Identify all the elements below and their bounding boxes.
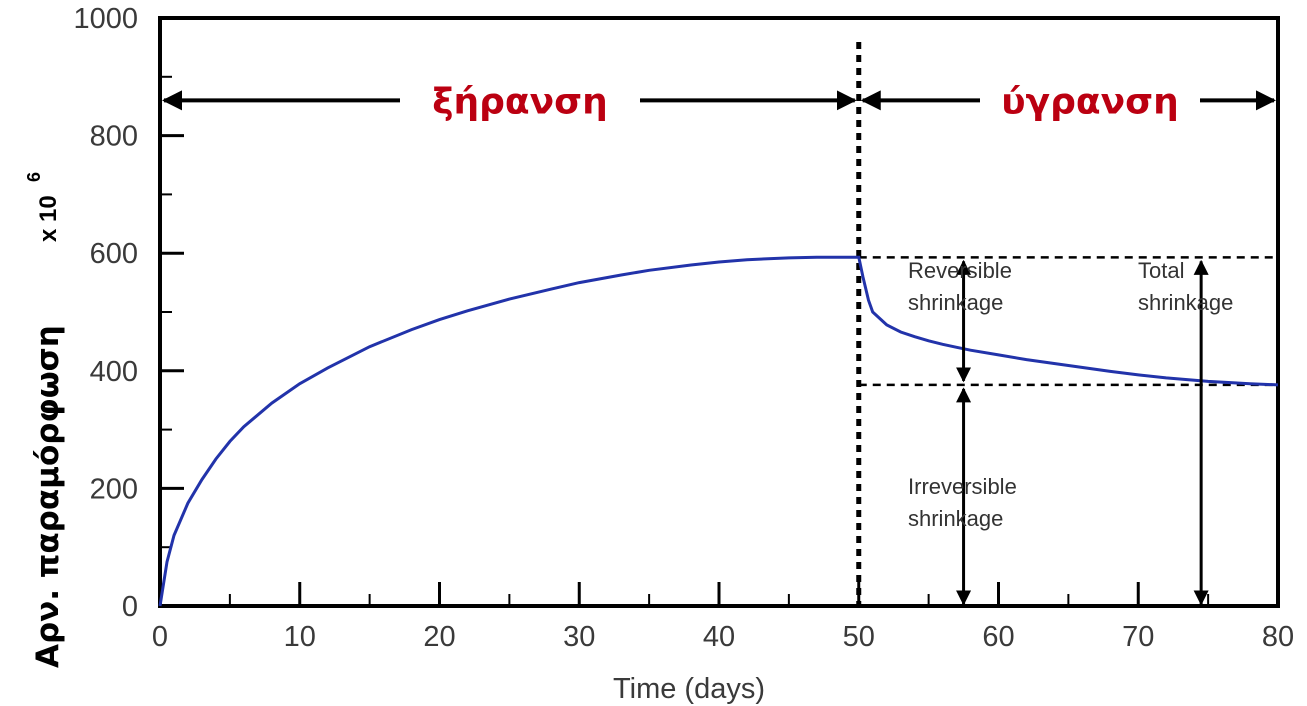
y-tick-label: 400: [90, 356, 138, 388]
x-tick-label: 30: [563, 621, 595, 653]
x-tick-label: 10: [284, 621, 316, 653]
y-tick-label: 1000: [73, 3, 138, 35]
x-tick-label: 20: [423, 621, 455, 653]
phase-label: ξήρανση: [432, 81, 608, 122]
y-axis-label: Αρν. παραμόρφωση: [30, 325, 66, 668]
y-axis-unit: x 10: [35, 195, 62, 242]
annotation-text: Total: [1138, 258, 1184, 283]
x-tick-label: 40: [703, 621, 735, 653]
y-tick-label: 200: [90, 473, 138, 505]
y-tick-label: 800: [90, 121, 138, 153]
phase-label: ύγρανση: [1001, 81, 1179, 122]
x-tick-label: 0: [152, 621, 168, 653]
annotation-text: shrinkage: [908, 506, 1003, 531]
y-tick-label: 600: [90, 238, 138, 270]
annotation-text: shrinkage: [908, 290, 1003, 315]
annotation-text: Reversible: [908, 258, 1012, 283]
x-tick-label: 60: [982, 621, 1014, 653]
x-tick-label: 50: [843, 621, 875, 653]
y-axis-exponent: 6: [24, 172, 44, 182]
annotation-text: Irreversible: [908, 474, 1017, 499]
x-tick-label: 80: [1262, 621, 1294, 653]
annotation-text: shrinkage: [1138, 290, 1233, 315]
y-tick-label: 0: [122, 591, 138, 623]
series: [158, 255, 1279, 607]
x-axis-label: Time (days): [613, 673, 765, 705]
x-tick-label: 70: [1122, 621, 1154, 653]
labels: Time (days) Αρν. παραμόρφωση x 10 6: [24, 172, 765, 705]
annotations: ξήρανση ύγρανση Reversible shrinkage Total sh…: [162, 81, 1276, 606]
series-line: [158, 255, 1279, 607]
reference-lines: [856, 42, 1278, 606]
